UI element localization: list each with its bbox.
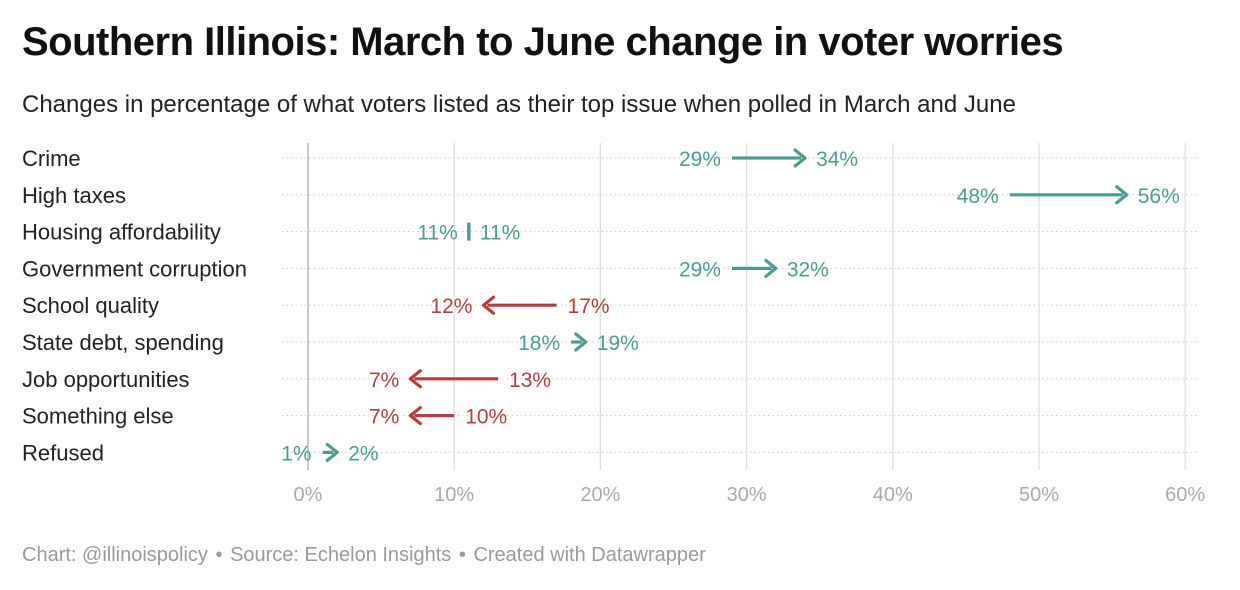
category-label: Refused [22, 440, 104, 465]
category-label: Job opportunities [22, 367, 190, 392]
june-value-label: 34% [816, 148, 858, 171]
change-arrow-head [1115, 185, 1129, 205]
march-value-label: 48% [957, 185, 999, 208]
x-tick-label: 20% [580, 484, 620, 506]
change-arrow-head [408, 406, 422, 426]
march-value-label: 29% [679, 148, 721, 171]
march-value-label: 18% [518, 332, 560, 355]
change-arrow-head [764, 258, 778, 278]
category-label: Housing affordability [22, 220, 221, 245]
march-value-label: 11% [417, 222, 457, 245]
x-tick-label: 10% [434, 484, 474, 506]
source-credit: Source: Echelon Insights [230, 544, 452, 566]
march-value-label: 10% [465, 406, 507, 429]
june-value-label: 19% [597, 332, 639, 355]
june-value-label: 7% [369, 406, 399, 429]
march-value-label: 29% [679, 258, 721, 281]
june-value-label: 7% [369, 369, 399, 392]
x-tick-label: 60% [1165, 484, 1205, 506]
change-arrow-head [325, 442, 339, 462]
category-label: Government corruption [22, 256, 247, 281]
march-value-label: 1% [281, 442, 311, 465]
x-tick-label: 30% [727, 484, 767, 506]
category-label: Something else [22, 404, 174, 429]
footer-separator: • [458, 544, 466, 566]
footer-separator: • [215, 544, 223, 566]
x-tick-label: 0% [294, 484, 323, 506]
change-arrow-head [574, 332, 588, 352]
tool-credit: Created with Datawrapper [473, 544, 706, 566]
x-tick-label: 50% [1019, 484, 1059, 506]
june-value-label: 12% [430, 295, 472, 318]
change-arrow-head [481, 295, 496, 315]
category-label: State debt, spending [22, 330, 224, 355]
chart-credit: Chart: @illinoispolicy [22, 544, 208, 566]
arrow-chart: 0% 10% 20% 30% 40% 50% 60% Crime 29% 34% High taxe… [22, 143, 1205, 506]
category-label: School quality [22, 293, 159, 318]
category-label: Crime [22, 146, 81, 171]
chart-subtitle: Changes in percentage of what voters lis… [22, 91, 1016, 118]
category-label: High taxes [22, 183, 126, 208]
change-arrow-head [793, 148, 807, 168]
x-tick-label: 40% [873, 484, 913, 506]
june-value-label: 32% [787, 258, 829, 281]
june-value-label: 2% [348, 442, 378, 465]
change-arrow-head [408, 369, 422, 389]
june-value-label: 11% [480, 222, 520, 245]
march-value-label: 13% [509, 369, 551, 392]
chart-title: Southern Illinois: March to June change … [22, 20, 1064, 64]
march-value-label: 17% [568, 295, 610, 318]
chart-footer: Chart: @illinoispolicy • Source: Echelon… [22, 544, 706, 567]
june-value-label: 56% [1138, 185, 1180, 208]
